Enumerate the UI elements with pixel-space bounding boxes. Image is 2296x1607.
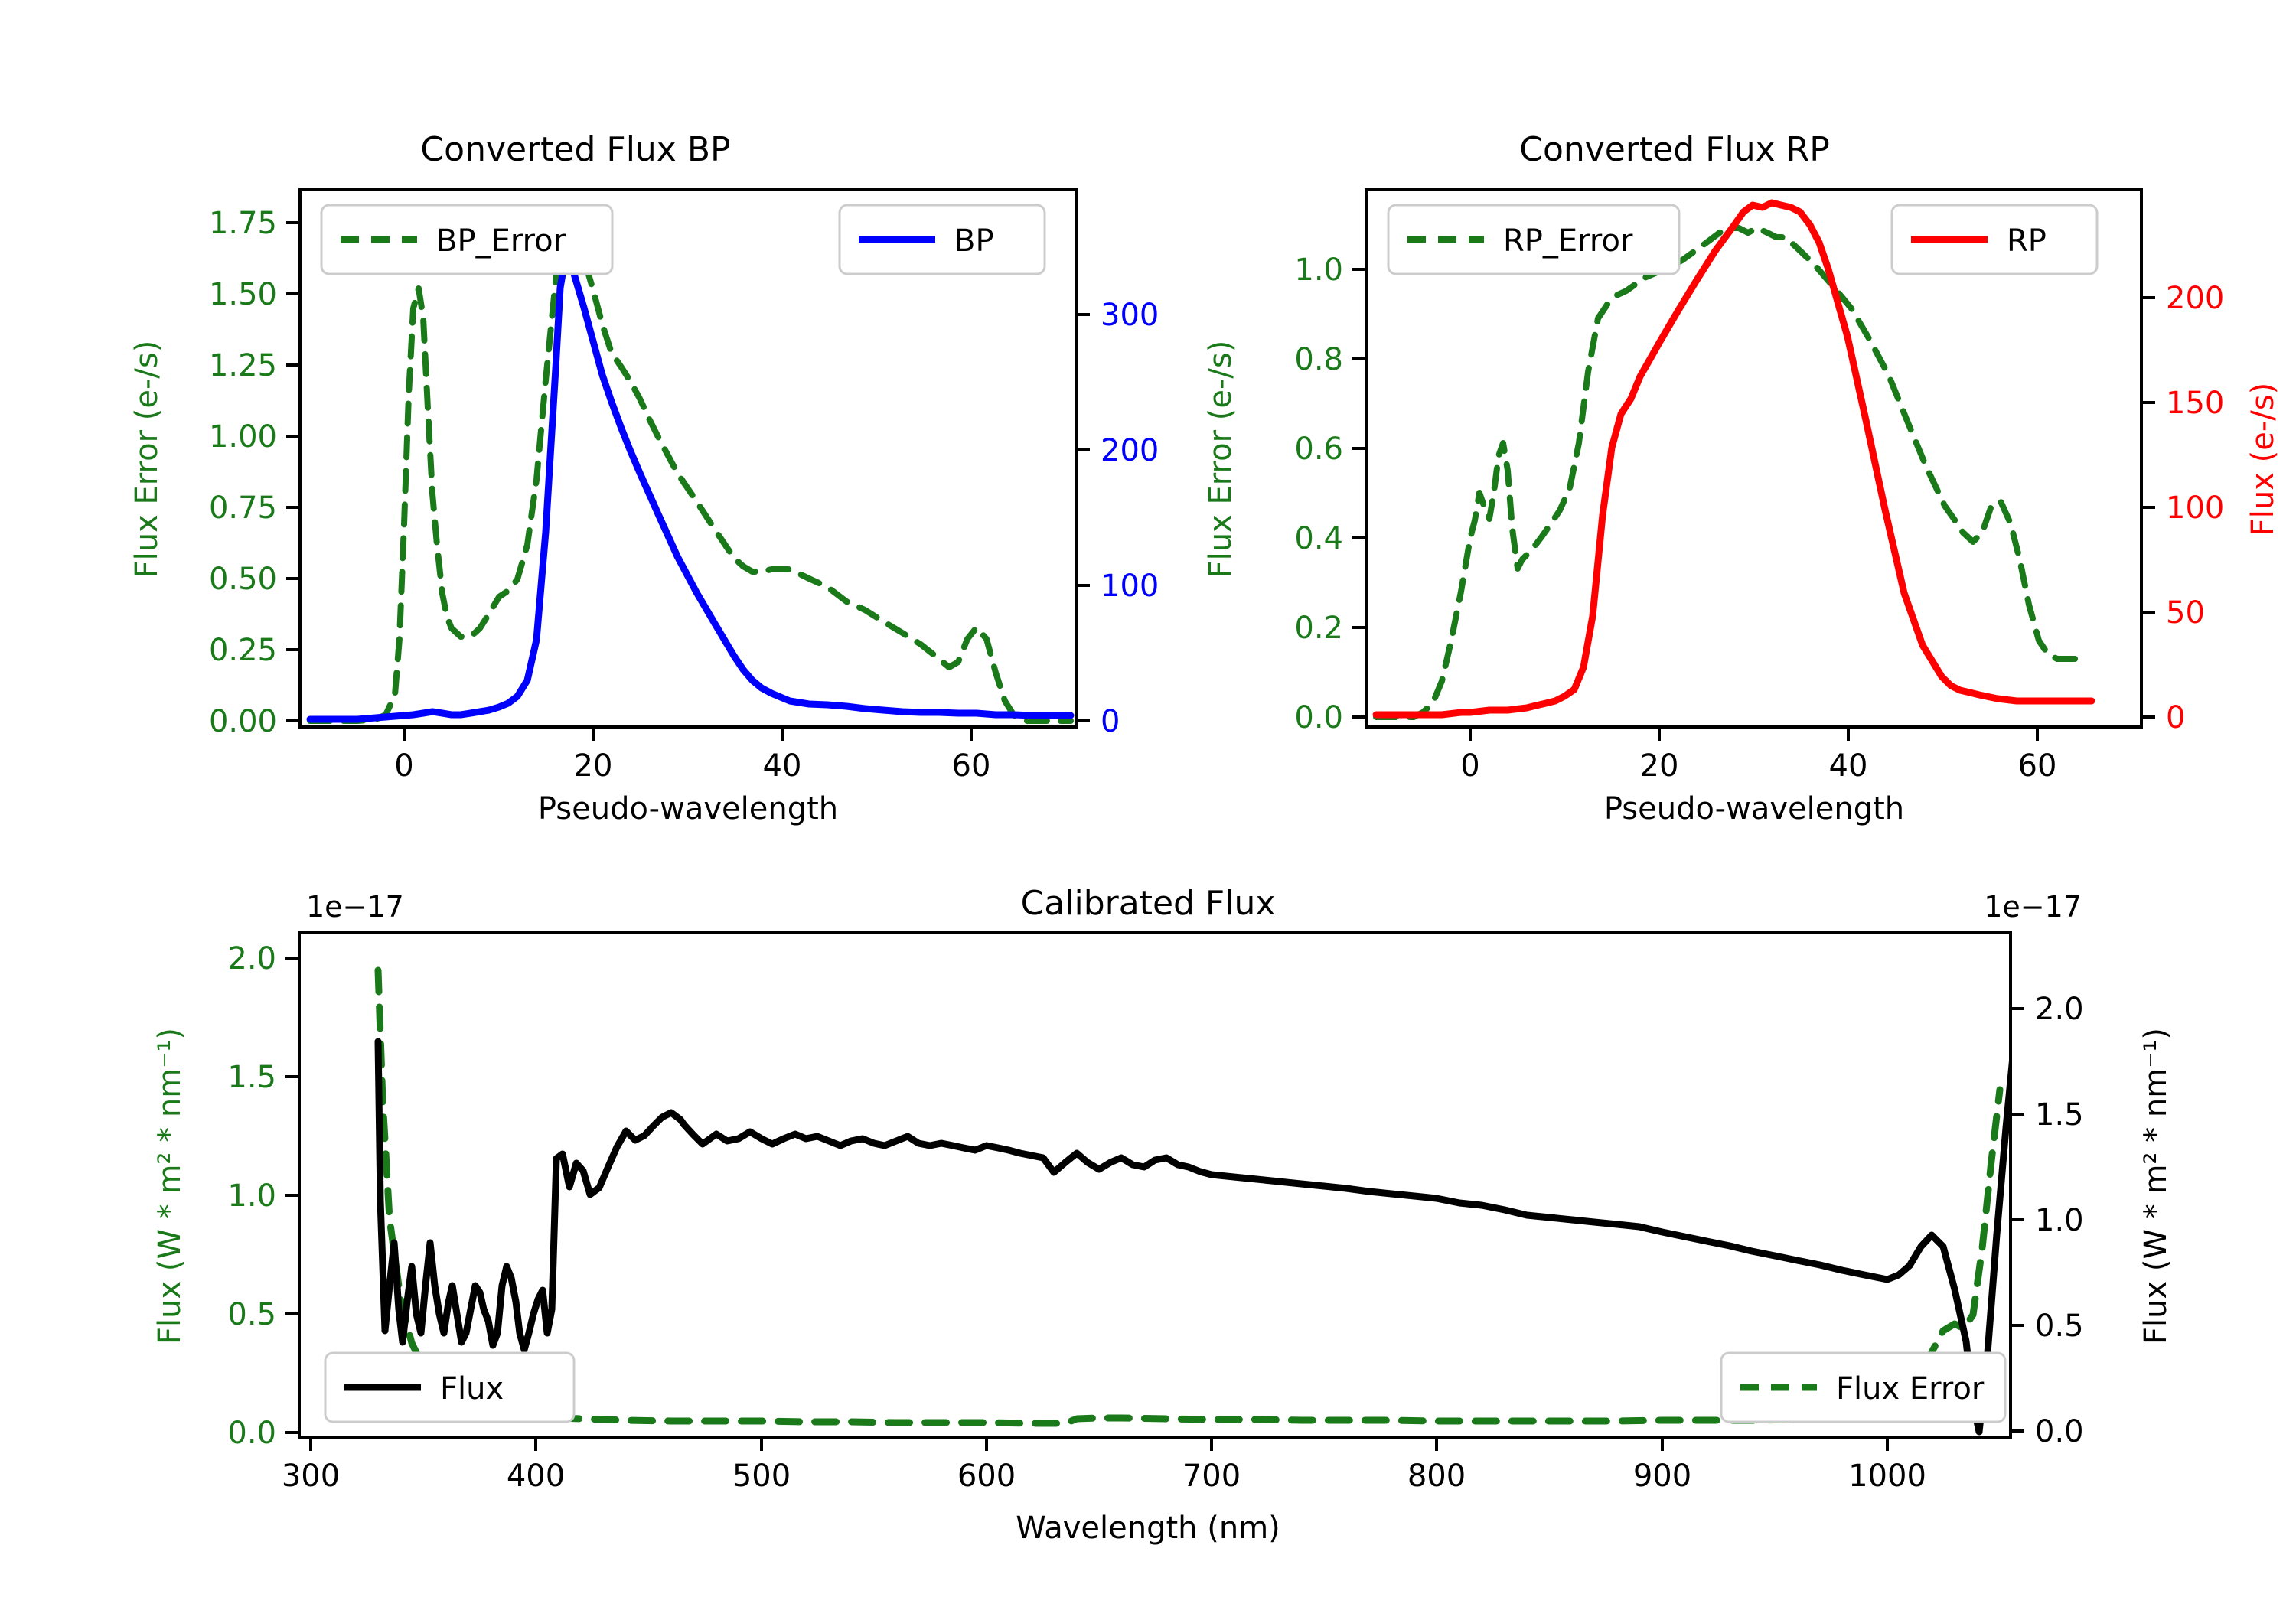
rp-panel-title: Converted Flux RP [1519,130,1830,169]
bp-plot-frame [298,188,1078,729]
calibrated-xtick-6: 900 [1633,1459,1691,1494]
rp-ytick-right-1: 50 [2166,595,2205,631]
bp-xtick-3: 60 [952,748,991,784]
rp-xtick-0: 0 [1460,748,1479,784]
rp-left-ylabel: Flux Error (e-/s) [1203,341,1238,579]
calibrated-ytick-left-0: 0.0 [227,1416,276,1451]
bp-ytick-left-2: 0.50 [209,562,277,597]
rp-ytick-right-0: 0 [2166,700,2185,735]
calibrated-ytick-right-4: 2.0 [2035,992,2084,1027]
calibrated-ytick-right-3: 1.5 [2035,1097,2084,1133]
calibrated-legend-flux[interactable]: Flux [324,1351,576,1423]
calibrated-xaxis: 300 400 500 600 700 800 900 1000 Wavelen… [282,1437,1926,1546]
rp-legend-flux[interactable]: RP [1890,204,2099,275]
rp-legend-flux-label: RP [2007,223,2047,259]
bp-xlabel: Pseudo-wavelength [538,791,838,826]
rp-ytick-left-4: 0.8 [1294,342,1343,377]
calibrated-ytick-left-4: 2.0 [227,941,276,976]
calibrated-left-ylabel: Flux (W * m² * nm⁻¹) [152,1028,188,1345]
rp-ytick-left-1: 0.2 [1294,611,1343,646]
bp-ytick-left-1: 0.25 [209,633,277,668]
bp-ytick-left-3: 0.75 [209,491,277,526]
rp-ytick-right-3: 150 [2166,386,2224,421]
calibrated-panel-title: Calibrated Flux [1021,884,1276,923]
calibrated-xtick-2: 500 [732,1459,791,1494]
panel-converted-flux-rp: Converted Flux RP 0.0 0.2 0.4 0.6 0.8 1.… [1148,0,2296,826]
calibrated-left-yaxis: 0.0 0.5 1.0 1.5 2.0 Flux (W * m² * nm⁻¹) [152,941,299,1451]
calibrated-xtick-5: 800 [1407,1459,1466,1494]
calibrated-left-offset: 1e−17 [306,890,404,924]
rp-legend-error-label: RP_Error [1503,223,1633,259]
rp-ytick-left-3: 0.6 [1294,432,1343,467]
calibrated-ytick-right-1: 0.5 [2035,1309,2084,1344]
bp-legend-error-label: BP_Error [436,223,566,259]
bp-ytick-right-1: 100 [1101,569,1159,604]
bp-ytick-right-0: 0 [1101,704,1120,739]
bp-ytick-left-5: 1.25 [209,348,277,383]
rp-right-ylabel: Flux (e-/s) [2245,383,2281,536]
calibrated-xtick-1: 400 [507,1459,565,1494]
bp-flux-curve [306,257,1075,723]
calibrated-right-yaxis: 0.0 0.5 1.0 1.5 2.0 Flux (W * m² * nm⁻¹) [2011,992,2174,1449]
calibrated-ytick-left-1: 0.5 [227,1297,276,1332]
rp-xlabel: Pseudo-wavelength [1604,791,1904,826]
bp-left-yaxis: 0.00 0.25 0.50 0.75 1.00 1.25 1.50 1.75 … [129,206,300,739]
calibrated-ytick-left-2: 1.0 [227,1178,276,1214]
rp-xtick-2: 40 [1829,748,1868,784]
rp-legend-error[interactable]: RP_Error [1387,204,1681,275]
bp-panel-title: Converted Flux BP [420,130,730,169]
bp-right-yaxis: 0 100 200 300 [1076,298,1159,739]
rp-ytick-right-2: 100 [2166,491,2224,526]
panel-calibrated-flux: Calibrated Flux 1e−17 1e−17 0.0 0.5 1.0 … [0,826,2296,1607]
calibrated-xtick-3: 600 [957,1459,1016,1494]
panel-converted-flux-bp: Converted Flux BP 0.00 0.25 0.50 0.75 1.… [0,0,1159,826]
rp-ytick-right-4: 200 [2166,281,2224,316]
calibrated-legend-flux-label: Flux [440,1371,504,1407]
bp-xtick-2: 40 [763,748,802,784]
bp-legend-flux-label: BP [954,223,994,259]
bp-legend-flux[interactable]: BP [838,204,1046,275]
rp-ytick-left-5: 1.0 [1294,253,1343,288]
rp-ytick-left-2: 0.4 [1294,521,1343,556]
bp-ytick-right-2: 200 [1101,433,1159,468]
bp-ytick-right-3: 300 [1101,298,1159,333]
bp-xaxis: 0 20 40 60 Pseudo-wavelength [394,727,990,826]
calibrated-xtick-7: 1000 [1848,1459,1926,1494]
rp-ytick-left-0: 0.0 [1294,700,1343,735]
bp-error-curve [307,224,1074,724]
bp-xtick-1: 20 [574,748,613,784]
calibrated-ytick-right-0: 0.0 [2035,1414,2084,1449]
rp-flux-curve [1372,199,2095,719]
bp-legend-error[interactable]: BP_Error [320,204,614,275]
calibrated-right-offset: 1e−17 [1984,890,2082,924]
bp-ytick-left-6: 1.50 [209,277,277,312]
rp-left-yaxis: 0.0 0.2 0.4 0.6 0.8 1.0 Flux Error (e-/s… [1203,253,1366,735]
calibrated-ytick-right-2: 1.0 [2035,1203,2084,1238]
calibrated-xlabel: Wavelength (nm) [1016,1511,1280,1546]
rp-plot-frame [1365,188,2143,729]
calibrated-legend-flux-error[interactable]: Flux Error [1720,1351,2007,1423]
rp-xtick-1: 20 [1640,748,1679,784]
calibrated-flux-curve [374,1038,2011,1436]
bp-ytick-left-4: 1.00 [209,419,277,455]
rp-xaxis: 0 20 40 60 Pseudo-wavelength [1460,727,2056,826]
calibrated-ytick-left-3: 1.5 [227,1060,276,1095]
rp-right-yaxis: 0 50 100 150 200 Flux (e-/s) [2141,281,2281,735]
rp-xtick-3: 60 [2018,748,2057,784]
bp-xtick-0: 0 [394,748,413,784]
calibrated-xtick-4: 700 [1182,1459,1241,1494]
calibrated-xtick-0: 300 [282,1459,340,1494]
bp-ytick-left-0: 0.00 [209,704,277,739]
calibrated-legend-flux-error-label: Flux Error [1836,1371,1985,1407]
bp-ytick-left-7: 1.75 [209,206,277,241]
calibrated-plot-frame [298,931,2012,1439]
rp-error-curve [1373,225,2079,720]
bp-left-ylabel: Flux Error (e-/s) [129,341,165,579]
calibrated-right-ylabel: Flux (W * m² * nm⁻¹) [2138,1028,2174,1345]
